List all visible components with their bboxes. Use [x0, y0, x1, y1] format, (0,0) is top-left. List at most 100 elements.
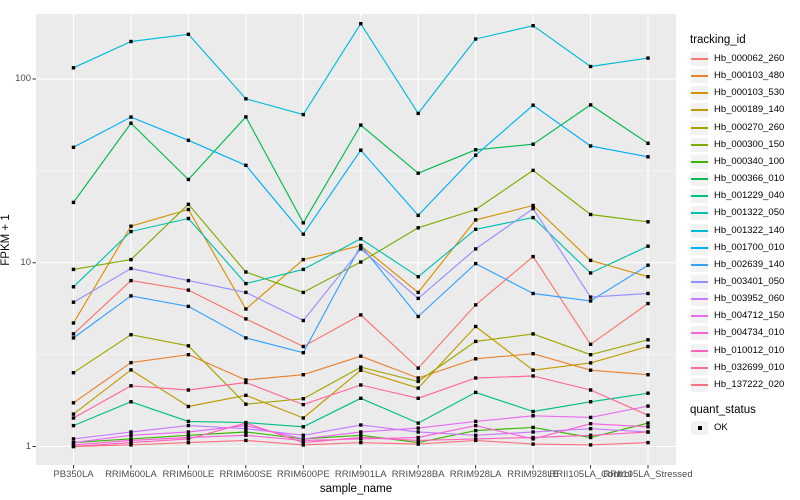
legend-label-Hb_000300_150: Hb_000300_150: [714, 138, 785, 150]
x-tick-label: RRIM928LA: [449, 469, 502, 480]
legend-label-Hb_137222_020: Hb_137222_020: [714, 378, 785, 390]
data-point: [531, 425, 535, 430]
data-point: [244, 163, 248, 167]
data-point: [416, 366, 420, 370]
data-point: [71, 371, 76, 375]
data-point: [301, 267, 305, 272]
data-point: [359, 435, 363, 440]
legend-key-line: [691, 229, 708, 232]
legend-key-line: [691, 109, 708, 112]
data-point: [646, 425, 650, 429]
legend-key-line: [691, 383, 708, 386]
data-point: [531, 409, 535, 414]
data-point: [588, 342, 593, 346]
data-point: [474, 376, 478, 380]
data-point: [186, 202, 191, 206]
data-point: [416, 435, 420, 440]
data-point: [186, 216, 191, 221]
data-point: [359, 423, 363, 427]
legend-key-line: [691, 160, 708, 163]
legend-label-Hb_004734_010: Hb_004734_010: [714, 327, 785, 339]
data-point: [474, 148, 478, 152]
data-point: [416, 430, 420, 434]
data-point: [244, 317, 248, 321]
legend-label-Hb_000270_260: Hb_000270_260: [714, 121, 785, 133]
data-point: [186, 419, 191, 424]
data-point: [244, 430, 248, 434]
data-point: [588, 443, 593, 447]
legend-key-line: [691, 280, 708, 283]
data-point: [244, 393, 248, 397]
data-point: [588, 400, 593, 404]
data-point: [531, 24, 535, 28]
data-point: [186, 437, 191, 441]
legend-key-Hb_137222_020: [691, 377, 708, 392]
data-point: [646, 440, 650, 445]
data-point: [244, 433, 248, 437]
data-point: [416, 171, 420, 175]
data-point: [588, 212, 593, 217]
data-point: [474, 303, 478, 307]
data-point: [531, 103, 535, 107]
legend-label-Hb_000340_100: Hb_000340_100: [714, 155, 785, 167]
data-point: [646, 344, 650, 349]
data-point: [646, 373, 650, 377]
legend-key-line: [691, 349, 708, 352]
legend-key-line: [691, 212, 708, 215]
data-point: [129, 39, 133, 44]
data-point: [71, 437, 76, 441]
data-point: [531, 435, 535, 440]
data-point: [646, 56, 650, 60]
data-point: [588, 271, 593, 275]
legend-label-Hb_000103_530: Hb_000103_530: [714, 87, 785, 99]
data-point: [588, 361, 593, 365]
data-point: [129, 229, 133, 234]
data-point: [531, 368, 535, 372]
data-point: [474, 227, 478, 231]
data-point: [301, 318, 305, 323]
data-point: [588, 427, 593, 431]
y-axis-title: FPKM + 1: [0, 214, 12, 266]
legend-key-Hb_001322_140: [691, 223, 708, 238]
data-point: [531, 206, 535, 211]
data-point: [474, 324, 478, 329]
legend-key-Hb_010012_010: [691, 343, 708, 358]
data-point: [359, 123, 363, 127]
data-point: [71, 440, 76, 445]
data-point: [71, 423, 76, 428]
data-point: [129, 224, 133, 228]
data-point: [359, 148, 363, 152]
data-point: [474, 390, 478, 395]
data-point: [129, 368, 133, 372]
data-point: [474, 419, 478, 424]
data-point: [71, 200, 76, 205]
data-point: [71, 416, 76, 420]
data-point: [129, 443, 133, 447]
legend-label-Hb_003952_060: Hb_003952_060: [714, 293, 785, 305]
data-point: [244, 281, 248, 286]
data-point: [301, 344, 305, 349]
data-point: [646, 338, 650, 342]
legend-key-Hb_000103_530: [691, 86, 708, 101]
data-point: [531, 254, 535, 259]
legend-key-line: [691, 298, 708, 301]
legend-key-Hb_001229_040: [691, 189, 708, 204]
data-point: [301, 112, 305, 117]
data-point: [646, 275, 650, 279]
data-point: [129, 384, 133, 388]
data-point: [416, 426, 420, 430]
data-point: [301, 402, 305, 407]
x-tick-label: RRIM600SE: [219, 469, 273, 480]
data-point: [244, 307, 248, 311]
data-point: [301, 443, 305, 447]
data-point: [531, 430, 535, 434]
data-point: [301, 425, 305, 429]
data-point: [646, 141, 650, 145]
legend-label-Hb_010012_010: Hb_010012_010: [714, 344, 785, 356]
legend-key-line: [691, 246, 708, 249]
data-point: [588, 368, 593, 372]
x-tick-label: PB350LA: [53, 469, 94, 480]
data-point: [359, 260, 363, 264]
legend-key-Hb_001322_050: [691, 206, 708, 221]
